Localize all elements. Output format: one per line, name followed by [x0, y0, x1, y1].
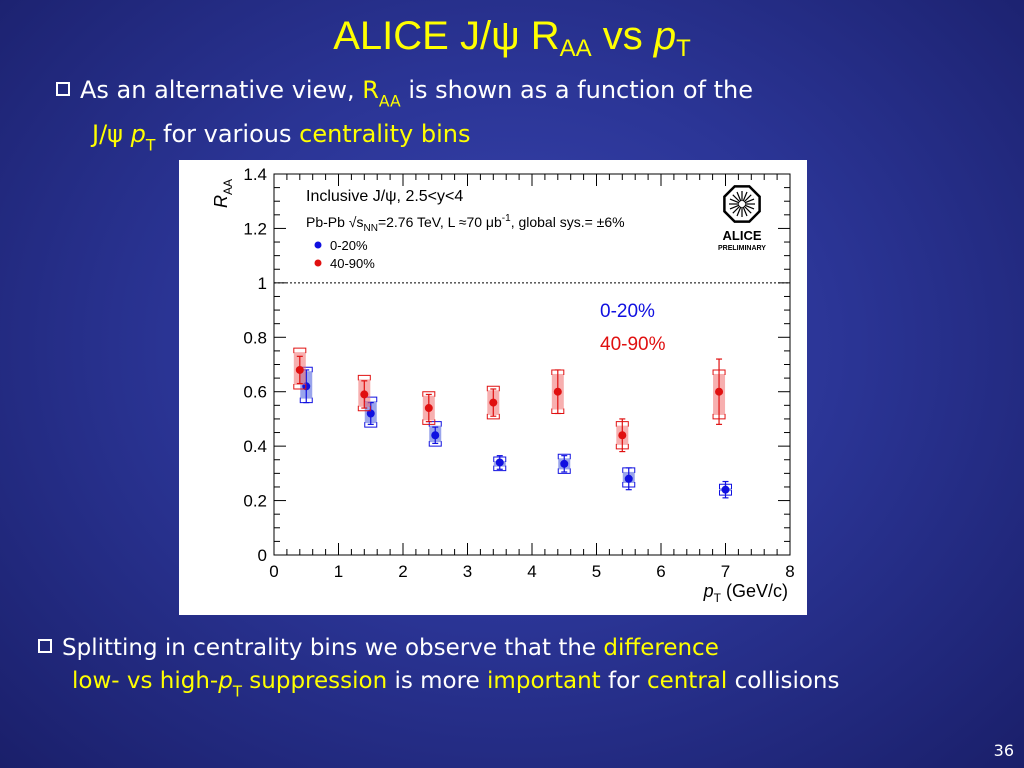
alice-logo-ray	[744, 204, 755, 210]
data-point-peripheral	[553, 387, 562, 396]
y-axis-title: RAA	[211, 179, 235, 208]
legend-marker-central	[314, 241, 322, 249]
plot-frame	[273, 173, 791, 556]
checkbox-bullet-icon	[38, 639, 52, 653]
sys-bracket-top-peripheral	[357, 374, 371, 381]
sys-bracket-top-peripheral	[293, 347, 307, 354]
alice-logo-icon: ALICE PRELIMINARY	[718, 185, 766, 252]
data-point-central	[366, 409, 375, 418]
y-tick-label: 1.2	[243, 219, 267, 238]
page-number: 36	[993, 741, 1014, 760]
alice-logo-ray	[736, 206, 742, 217]
bullet-alternative-view: As an alternative view, RAA is shown as …	[56, 74, 753, 163]
alice-logo-ray	[732, 205, 741, 214]
overlay-label-central: 0-20%	[600, 301, 655, 322]
data-point-central	[721, 485, 730, 494]
data-point-peripheral	[618, 431, 627, 440]
sys-bracket-bottom-peripheral	[486, 413, 500, 420]
data-point-peripheral	[424, 404, 433, 413]
x-axis-title: pT (GeV/c)	[703, 581, 788, 605]
data-point-central	[431, 431, 440, 440]
legend-marker-peripheral	[314, 259, 322, 267]
x-tick-label: 6	[656, 562, 665, 581]
x-tick-label: 4	[527, 562, 536, 581]
sys-bracket-bottom-peripheral	[293, 383, 307, 390]
y-tick-label: 0.2	[243, 492, 267, 511]
alice-logo-ray	[736, 191, 742, 202]
y-tick-label: 1.4	[243, 165, 267, 184]
data-point-peripheral	[489, 398, 498, 407]
raa-vs-pt-plot: 0 1 2 3 4 5 6 7 8 0 0.2 0.4 0.6 0.8 1 1.2 1.4 pT (GeV/c) R…	[179, 160, 807, 615]
alice-logo-subtext: PRELIMINARY	[718, 245, 766, 252]
y-tick-label: 0.8	[243, 328, 267, 347]
data-point-peripheral	[715, 387, 724, 396]
x-tick-label: 8	[785, 562, 794, 581]
alice-logo-ray	[729, 204, 740, 210]
sys-bracket-top-peripheral	[422, 391, 436, 397]
sys-bracket-top-peripheral	[486, 385, 500, 392]
alice-logo-ray	[742, 206, 748, 217]
x-tick-label: 0	[269, 562, 278, 581]
sys-bracket-top-central	[557, 453, 571, 460]
y-tick-label: 0.6	[243, 383, 267, 402]
raa-chart-svg: 0 1 2 3 4 5 6 7 8 0 0.2 0.4 0.6 0.8 1 1.2 1.4 pT (GeV/c) R…	[211, 165, 795, 605]
sys-bracket-bottom-central	[557, 468, 571, 474]
x-tick-label: 5	[592, 562, 601, 581]
sys-bracket-bottom-central	[493, 465, 507, 472]
data-point-peripheral	[360, 390, 369, 399]
x-tick-label: 2	[398, 562, 407, 581]
data-point-peripheral	[295, 365, 304, 374]
sys-bracket-bottom-central	[428, 441, 442, 447]
sys-bracket-bottom-peripheral	[422, 419, 436, 425]
x-tick-label: 7	[721, 562, 730, 581]
alice-logo-text: ALICE	[723, 228, 762, 243]
sys-bracket-bottom-central	[364, 422, 378, 428]
y-tick-label: 0	[258, 546, 267, 565]
alice-logo-ray	[742, 191, 748, 202]
checkbox-bullet-icon	[56, 82, 70, 96]
alice-logo-ray	[732, 194, 741, 203]
y-tick-label: 0.4	[243, 437, 267, 456]
alice-logo-octagon	[723, 185, 761, 223]
overlay-label-peripheral: 40-90%	[600, 334, 666, 355]
bullet-splitting-centrality: Splitting in centrality bins we observe …	[38, 632, 840, 708]
data-point-central	[495, 458, 504, 467]
slide-title: ALICE J/ψ RAA vs pT	[333, 14, 691, 62]
sys-bracket-bottom-peripheral	[357, 405, 371, 412]
x-tick-label: 1	[334, 562, 343, 581]
legend-label-central: 0-20%	[330, 238, 368, 253]
y-tick-label: 1	[258, 274, 267, 293]
alice-logo-ray	[729, 198, 740, 204]
alice-logo-ray	[744, 198, 755, 204]
legend-label-peripheral: 40-90%	[330, 256, 375, 271]
data-point-central	[560, 459, 569, 468]
x-tick-label: 3	[463, 562, 472, 581]
alice-logo-ray	[743, 194, 752, 203]
data-point-central	[624, 474, 633, 483]
annotation-inclusive-jpsi: Inclusive J/ψ, 2.5<y<4	[306, 188, 463, 205]
alice-logo-ray	[743, 205, 752, 214]
annotation-collision-info: Pb-Pb √sNN=2.76 TeV, L ≈70 μb-1, global …	[306, 213, 625, 234]
